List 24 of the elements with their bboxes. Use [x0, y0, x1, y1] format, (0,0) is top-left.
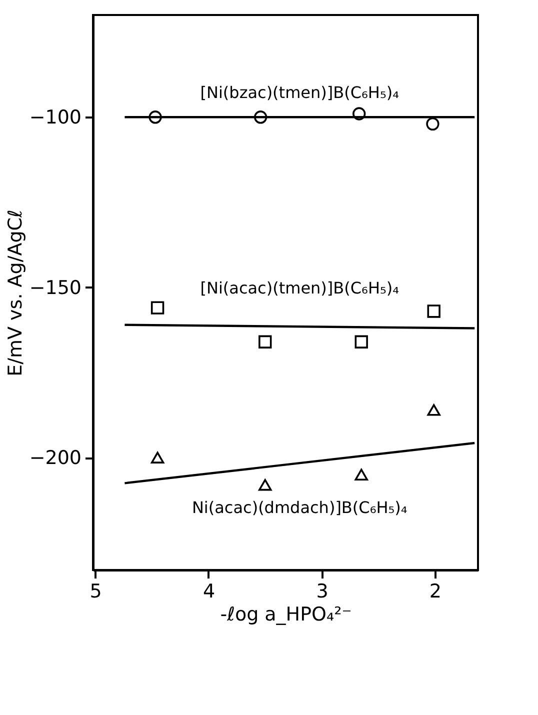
y-tick-label: −100	[29, 106, 82, 129]
x-tick-label: 3	[316, 580, 328, 602]
point	[426, 117, 440, 131]
point	[258, 479, 272, 491]
point	[352, 107, 366, 120]
x-axis-title: -ℓog a_HPO₄²⁻	[220, 604, 352, 626]
x-tick-label: 5	[90, 580, 102, 602]
point	[354, 468, 368, 480]
y-tick-label: −200	[29, 447, 82, 470]
series-label: [Ni(acac)(tmen)]B(C₆H₅)₄	[200, 278, 400, 298]
point	[258, 335, 272, 348]
x-tick-label: 4	[202, 580, 216, 602]
point	[427, 304, 440, 318]
point	[150, 452, 164, 464]
y-axis-title: E/mV vs. Ag/AgCℓ	[4, 210, 26, 376]
point	[427, 404, 440, 416]
series-label: [Ni(bzac)(tmen)]B(C₆H₅)₄	[200, 83, 400, 102]
x-tick-label: 2	[429, 580, 442, 602]
point	[354, 335, 368, 348]
point	[150, 301, 164, 314]
y-tick-label: −150	[29, 276, 82, 299]
point	[148, 110, 162, 124]
series-label: Ni(acac)(dmdach)]B(C₆H₅)₄	[192, 498, 408, 518]
point	[254, 110, 268, 124]
